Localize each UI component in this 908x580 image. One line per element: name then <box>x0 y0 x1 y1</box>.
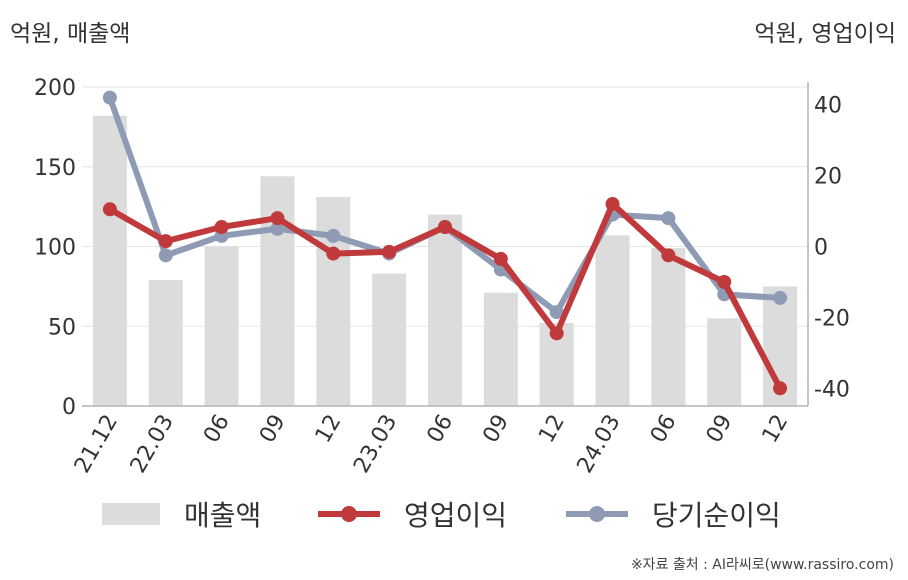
revenue-bar <box>651 248 686 406</box>
right-tick-label: 20 <box>814 165 842 190</box>
net-income-point <box>158 248 173 263</box>
operating-profit-point <box>661 248 676 263</box>
net-income-point <box>549 305 564 320</box>
left-tick-label: 100 <box>34 236 76 261</box>
left-tick-label: 50 <box>48 315 76 340</box>
revenue-bar <box>92 115 127 407</box>
legend-swatch-operating-profit <box>318 503 380 525</box>
net-income-point <box>661 211 676 226</box>
legend-item-revenue: 매출액 <box>102 492 261 536</box>
operating-profit-point <box>102 202 117 217</box>
right-tick-label: 40 <box>814 94 842 119</box>
operating-profit-point <box>382 244 397 259</box>
legend-label-net-income: 당기순이익 <box>652 499 781 532</box>
operating-profit-point <box>493 251 508 266</box>
x-tick-label: 12 <box>758 411 794 448</box>
legend-item-net-income: 당기순이익 <box>566 492 781 536</box>
chart-legend: 매출액 영업이익 당기순이익 <box>0 492 908 536</box>
x-tick-label: 09 <box>702 411 738 448</box>
axes <box>82 82 809 407</box>
legend-label-revenue: 매출액 <box>184 499 262 532</box>
net-income-point <box>270 221 285 236</box>
profit-lines <box>102 90 788 396</box>
right-tick-label: -40 <box>814 377 850 402</box>
left-tick-label: 0 <box>62 395 76 420</box>
operating-profit-point <box>326 246 341 261</box>
revenue-bar <box>204 246 239 406</box>
x-tick-label: 22.03 <box>126 411 179 478</box>
operating-profit-point <box>717 274 732 289</box>
right-axis-unit: 억원, 영업이익 <box>754 21 896 47</box>
x-tick-label: 09 <box>255 411 291 448</box>
revenue-bar <box>428 214 462 406</box>
right-tick-label: -20 <box>814 306 850 331</box>
source-note: ※자료 출처 : AI라씨로(www.rassiro.com) <box>630 557 894 573</box>
revenue-bar <box>483 292 518 406</box>
revenue-bars <box>92 115 798 407</box>
x-tick-label: 21.12 <box>70 411 123 478</box>
operating-profit-point <box>438 220 452 235</box>
legend-swatch-net-income <box>566 503 628 525</box>
left-tick-label: 200 <box>34 76 76 101</box>
operating-profit-point <box>214 220 229 235</box>
revenue-bar <box>316 197 351 406</box>
legend-label-operating-profit: 영업이익 <box>404 499 508 532</box>
revenue-bar <box>595 235 630 406</box>
net-income-point <box>326 228 341 243</box>
operating-profit-point <box>158 234 173 249</box>
revenue-bar <box>372 273 407 406</box>
revenue-bar <box>260 176 295 406</box>
revenue-bar <box>707 318 742 406</box>
right-tick-label: 0 <box>814 236 828 261</box>
operating-profit-point <box>605 196 620 211</box>
revenue-bar <box>148 279 183 406</box>
left-tick-label: 150 <box>34 156 76 181</box>
x-tick-label: 12 <box>311 411 347 448</box>
x-tick-label: 06 <box>423 411 459 448</box>
operating-profit-point <box>270 211 285 226</box>
x-tick-label: 06 <box>199 411 235 448</box>
x-tick-label: 06 <box>646 411 682 448</box>
left-axis-unit: 억원, 매출액 <box>10 21 131 47</box>
operating-profit-point <box>773 381 788 396</box>
x-tick-label: 24.03 <box>573 411 626 478</box>
x-tick-label: 09 <box>478 411 514 448</box>
net-income-point <box>102 90 117 105</box>
net-income-point <box>773 290 788 305</box>
x-tick-label: 12 <box>534 411 570 448</box>
legend-item-operating-profit: 영업이익 <box>318 492 507 536</box>
x-tick-label: 23.03 <box>349 411 402 478</box>
operating-profit-point <box>549 326 564 341</box>
legend-swatch-revenue <box>102 503 160 525</box>
